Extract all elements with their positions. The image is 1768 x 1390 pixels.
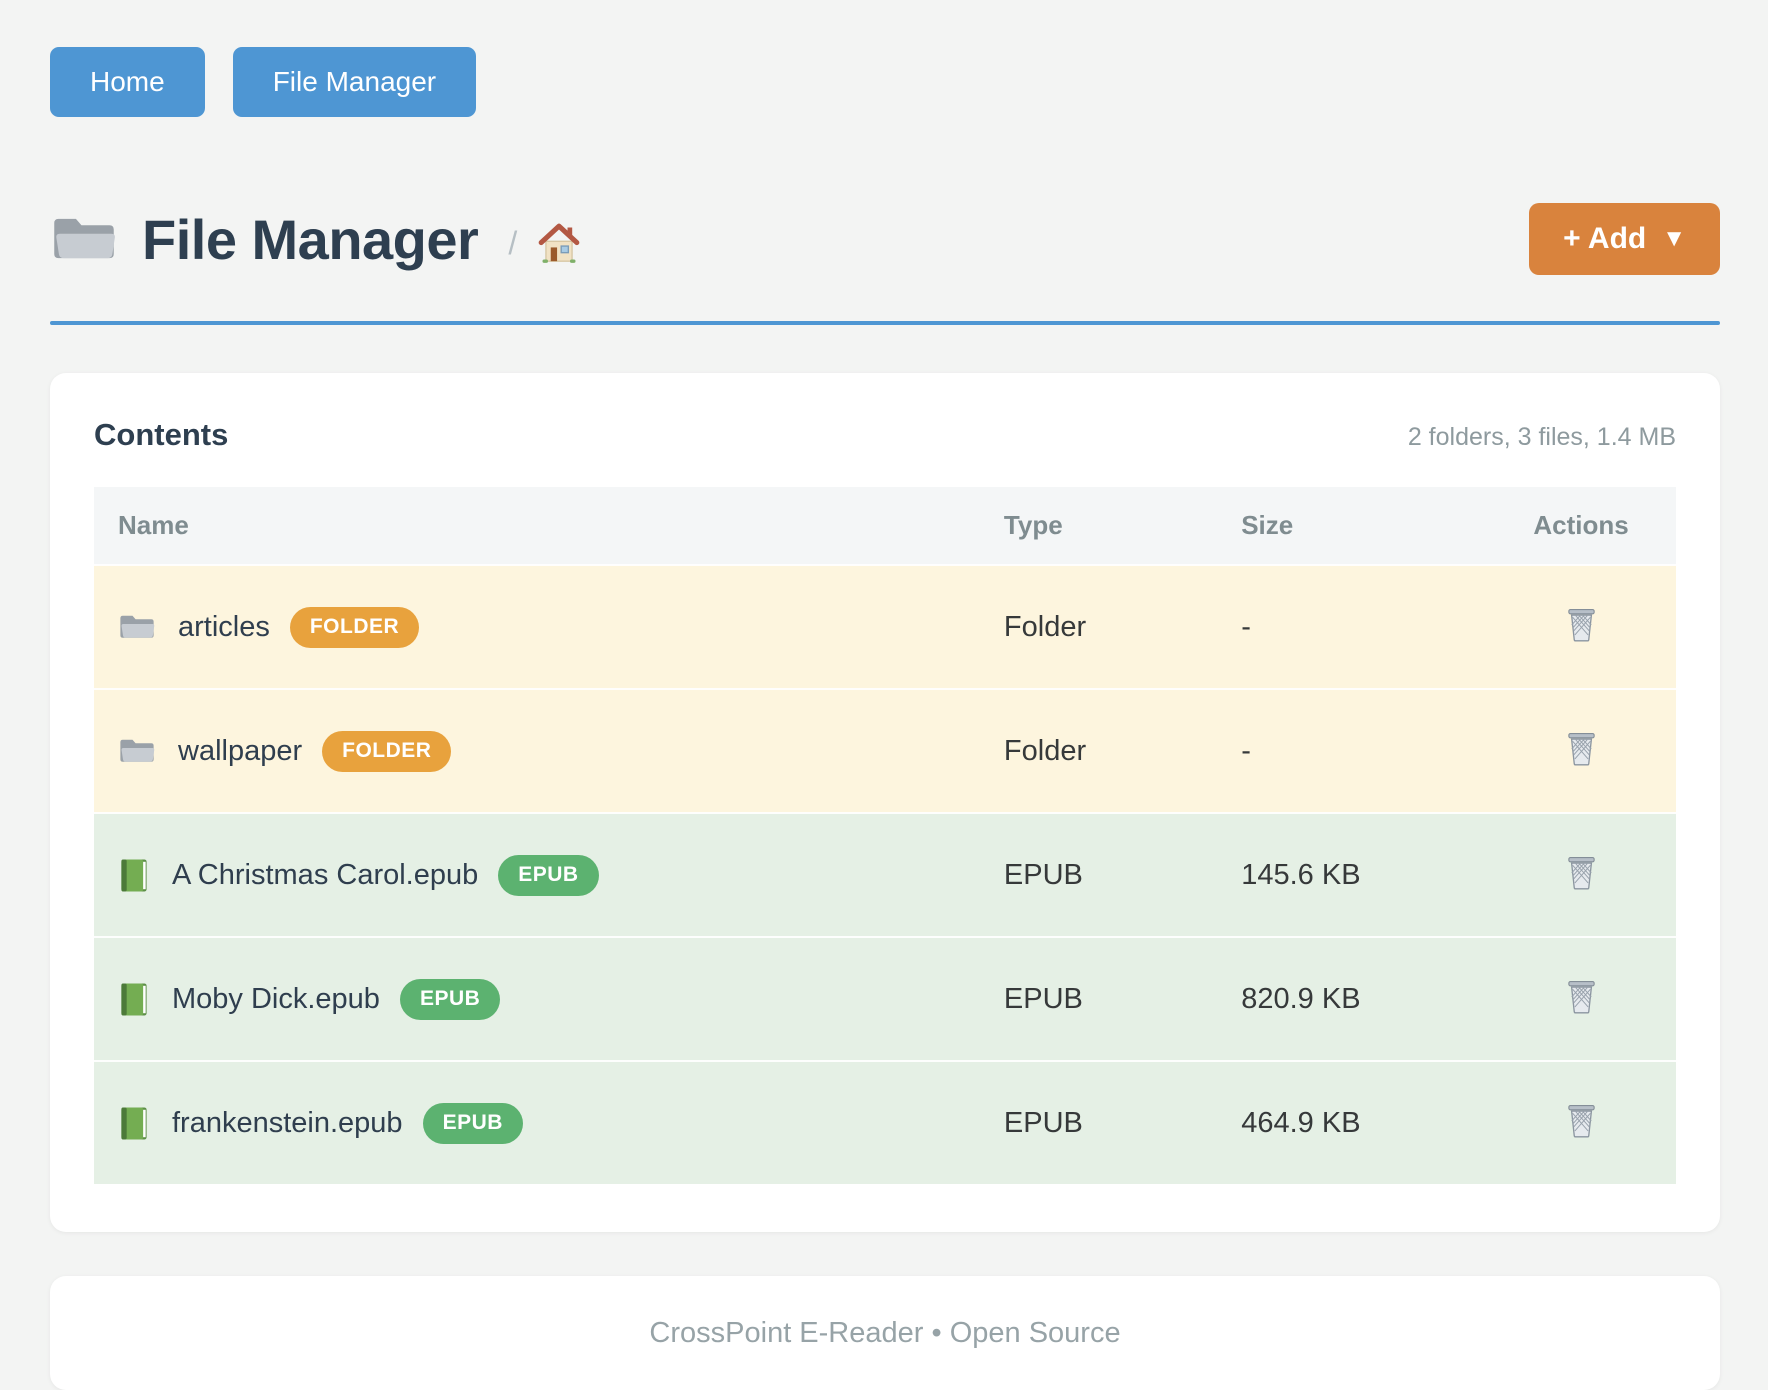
file-name-cell: wallpaper FOLDER: [94, 689, 980, 813]
actions-cell: [1486, 1061, 1676, 1184]
file-name-cell: A Christmas Carol.epub EPUB: [94, 813, 980, 937]
epub-book-icon: [118, 1105, 150, 1142]
footer-text: CrossPoint E-Reader • Open Source: [649, 1316, 1121, 1349]
folder-icon: [118, 735, 156, 767]
add-button[interactable]: + Add ▼: [1529, 203, 1720, 275]
contents-summary: 2 folders, 3 files, 1.4 MB: [1407, 423, 1676, 451]
type-badge: FOLDER: [322, 730, 452, 772]
breadcrumb-separator: /: [508, 224, 518, 261]
file-name-link[interactable]: wallpaper: [178, 734, 303, 767]
table-row: wallpaper FOLDER Folder -: [94, 689, 1676, 813]
trash-icon: [1565, 607, 1598, 643]
table-row: frankenstein.epub EPUB EPUB 464.9 KB: [94, 1061, 1676, 1184]
nav-home-button[interactable]: Home: [50, 47, 205, 117]
file-name-link[interactable]: A Christmas Carol.epub: [172, 858, 479, 891]
column-header-name: Name: [94, 487, 980, 565]
chevron-down-icon: ▼: [1662, 225, 1686, 252]
type-badge: EPUB: [422, 1102, 523, 1144]
table-row: articles FOLDER Folder -: [94, 565, 1676, 689]
size-cell: -: [1241, 610, 1251, 643]
trash-icon: [1565, 1103, 1598, 1139]
column-header-actions: Actions: [1486, 487, 1676, 565]
epub-book-icon: [118, 981, 150, 1018]
delete-button[interactable]: [1561, 851, 1602, 895]
trash-icon: [1565, 979, 1598, 1015]
page-title: File Manager: [142, 207, 479, 271]
file-name-cell: frankenstein.epub EPUB: [94, 1061, 980, 1184]
home-icon: [537, 222, 581, 266]
trash-icon: [1565, 731, 1598, 767]
delete-button[interactable]: [1561, 727, 1602, 771]
column-header-size: Size: [1217, 487, 1487, 565]
file-name-cell: Moby Dick.epub EPUB: [94, 937, 980, 1061]
footer: CrossPoint E-Reader • Open Source: [50, 1276, 1720, 1390]
table-row: A Christmas Carol.epub EPUB EPUB 145.6 K…: [94, 813, 1676, 937]
actions-cell: [1486, 937, 1676, 1061]
file-name-link[interactable]: articles: [178, 610, 270, 643]
top-nav: Home File Manager: [50, 47, 1720, 117]
contents-heading: Contents: [94, 417, 229, 452]
nav-file-manager-button[interactable]: File Manager: [232, 47, 477, 117]
size-cell: -: [1241, 734, 1251, 767]
size-cell: 464.9 KB: [1241, 1106, 1361, 1139]
file-name-cell: articles FOLDER: [94, 565, 980, 689]
type-badge: EPUB: [498, 854, 599, 896]
actions-cell: [1486, 813, 1676, 937]
type-cell: EPUB: [1003, 1106, 1083, 1139]
type-badge: EPUB: [399, 978, 501, 1020]
file-table-header: Name Type Size Actions: [94, 487, 1676, 565]
column-header-type: Type: [979, 487, 1218, 565]
file-name-link[interactable]: frankenstein.epub: [172, 1106, 403, 1139]
breadcrumb-home[interactable]: [537, 222, 581, 266]
delete-button[interactable]: [1561, 1099, 1602, 1143]
title-divider: [50, 321, 1720, 325]
file-name-link[interactable]: Moby Dick.epub: [172, 982, 380, 1015]
delete-button[interactable]: [1561, 975, 1602, 1019]
title-group: File Manager /: [50, 207, 581, 272]
page-header: File Manager / + Add ▼: [50, 203, 1720, 275]
folder-icon: [50, 211, 118, 267]
type-badge: FOLDER: [289, 606, 420, 648]
type-cell: EPUB: [1003, 858, 1083, 891]
epub-book-icon: [118, 857, 150, 894]
trash-icon: [1565, 855, 1598, 891]
actions-cell: [1486, 565, 1676, 689]
folder-icon: [118, 611, 156, 643]
type-cell: Folder: [1003, 734, 1087, 767]
size-cell: 145.6 KB: [1241, 858, 1361, 891]
contents-card-header: Contents 2 folders, 3 files, 1.4 MB: [94, 417, 1676, 453]
delete-button[interactable]: [1561, 603, 1602, 647]
add-button-label: + Add: [1563, 222, 1647, 255]
actions-cell: [1486, 689, 1676, 813]
file-table: Name Type Size Actions articles FOLDER: [94, 487, 1676, 1184]
type-cell: Folder: [1003, 610, 1087, 643]
size-cell: 820.9 KB: [1241, 982, 1361, 1015]
type-cell: EPUB: [1003, 982, 1083, 1015]
table-row: Moby Dick.epub EPUB EPUB 820.9 KB: [94, 937, 1676, 1061]
contents-card: Contents 2 folders, 3 files, 1.4 MB Name…: [50, 373, 1720, 1232]
